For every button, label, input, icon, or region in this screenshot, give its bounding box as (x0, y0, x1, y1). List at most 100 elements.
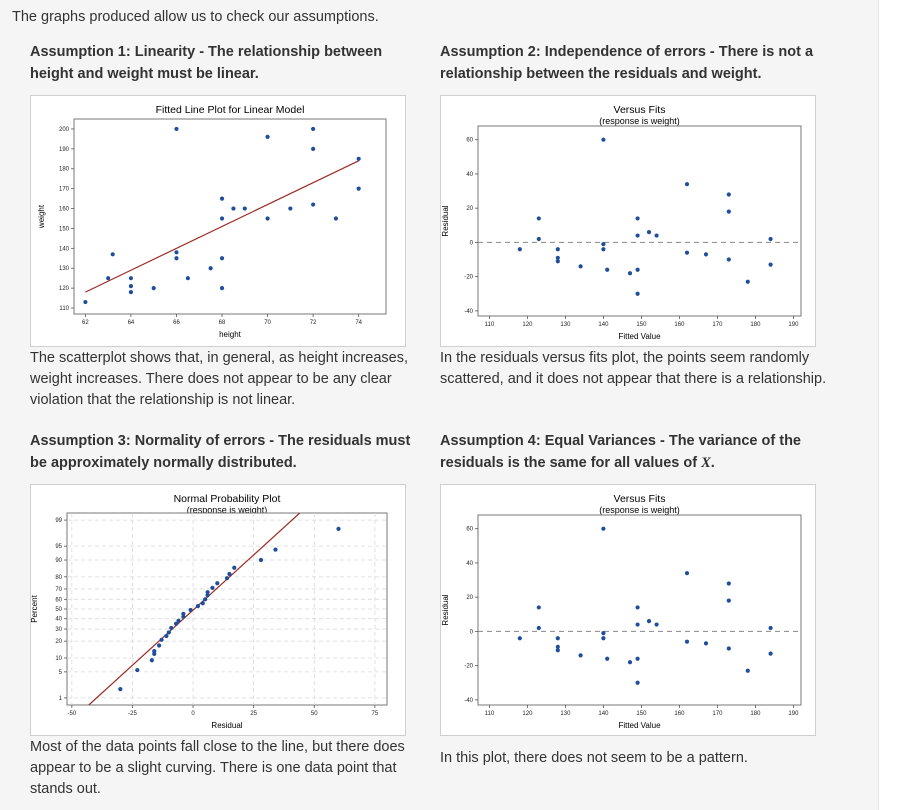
data-point (635, 216, 640, 221)
versus-fits-plot: Versus Fits(response is weight) 110 120 130… (441, 104, 802, 341)
y-tick-label: 40 (466, 561, 473, 567)
data-point (333, 216, 338, 221)
y-tick-label: 40 (55, 617, 62, 623)
data-point (684, 250, 690, 255)
data-point (188, 607, 193, 613)
data-point (232, 565, 237, 570)
data-point (128, 290, 134, 295)
data-point (555, 648, 560, 653)
data-point (536, 216, 541, 221)
y-tick-label: 99 (55, 518, 62, 524)
data-point (258, 557, 264, 563)
data-point (578, 653, 583, 658)
x-axis-label: Fitted Value (618, 332, 661, 341)
assumption-4-heading: Assumption 4: Equal Variances - The vari… (440, 430, 820, 474)
data-point (106, 276, 111, 281)
data-point (726, 192, 731, 197)
chart-subtitle: (response is weight) (187, 505, 268, 515)
chart-title: Normal Probability Plot (174, 493, 281, 505)
chart-subtitle: (response is weight) (599, 116, 680, 126)
y-tick-label: 160 (59, 207, 70, 213)
data-point (311, 146, 316, 151)
x-tick-label: 150 (636, 711, 647, 717)
data-point (273, 547, 278, 552)
math-variable-x: X (701, 455, 711, 471)
x-tick-label: 120 (522, 322, 533, 328)
y-tick-label: 150 (59, 226, 70, 232)
chart-subtitle: (response is weight) (599, 505, 680, 515)
data-point (654, 233, 659, 238)
fit-line (85, 160, 359, 293)
y-tick-label: 60 (466, 138, 473, 144)
normal-probability-plot: Normal Probability Plot(response is weig… (31, 493, 388, 730)
data-point (684, 182, 690, 187)
data-point (726, 581, 731, 586)
data-point (200, 601, 205, 606)
data-point (205, 590, 210, 595)
data-point (646, 230, 652, 235)
plot-frame (477, 514, 802, 706)
fitted-line-plot: Fitted Line Plot for Linear Model 62 64 66 6… (37, 104, 387, 339)
data-point (288, 206, 293, 211)
x-tick-label: 180 (750, 711, 761, 717)
plot-frame (477, 125, 802, 317)
y-axis-label: weight (37, 204, 46, 229)
y-tick-label: 20 (55, 639, 62, 645)
data-point (128, 276, 134, 281)
data-point (219, 256, 225, 261)
x-axis-label: Fitted Value (618, 721, 661, 730)
chart-panel-4: Versus Fits (response is weight) 110 120 130… (440, 484, 816, 736)
assumption-3-body: Most of the data points fall close to th… (30, 739, 405, 797)
data-point (152, 649, 157, 654)
y-tick-label: -20 (464, 664, 473, 670)
x-tick-label: 170 (712, 711, 723, 717)
y-tick-label: 120 (59, 286, 70, 292)
data-point (768, 262, 773, 267)
x-tick-label: 66 (173, 320, 180, 326)
data-point (601, 242, 606, 247)
data-point (635, 680, 640, 685)
data-point (173, 621, 179, 626)
y-tick-label: 90 (55, 558, 62, 564)
y-tick-label: 180 (59, 167, 70, 173)
x-tick-label: 62 (82, 320, 89, 326)
data-point (356, 186, 361, 191)
x-axis-label: height (219, 330, 242, 339)
y-tick-label: 60 (466, 527, 473, 533)
data-point (726, 257, 731, 262)
assumption-1-body: The scatterplot shows that, in general, … (30, 350, 409, 408)
chart-panel-2: Versus Fits (response is weight) 110 120 130… (440, 95, 816, 347)
y-tick-label: 5 (59, 670, 63, 676)
data-point (149, 658, 154, 663)
x-tick-label: 68 (219, 320, 226, 326)
fit-line (88, 513, 301, 705)
data-point (174, 126, 179, 132)
right-sidebar (878, 0, 923, 810)
y-tick-label: -20 (464, 275, 473, 281)
x-tick-label: 0 (191, 711, 195, 717)
x-tick-label: -25 (128, 711, 137, 717)
data-point (181, 611, 186, 616)
data-point (601, 137, 606, 142)
data-point (224, 576, 230, 581)
versus-fits-plot-2: Versus Fits(response is weight) 110 120 130… (441, 493, 802, 730)
data-point (635, 267, 640, 272)
y-tick-label: 20 (466, 595, 473, 601)
data-point (210, 585, 215, 590)
x-tick-label: 75 (372, 711, 379, 717)
y-tick-label: 50 (55, 607, 62, 613)
y-axis-label: Residual (441, 205, 450, 236)
x-tick-label: 72 (310, 320, 317, 326)
data-point (356, 156, 361, 161)
y-tick-label: 40 (466, 172, 473, 178)
x-tick-label: 160 (674, 322, 685, 328)
y-tick-label: 80 (55, 575, 62, 581)
y-tick-label: 10 (55, 656, 62, 662)
data-point (555, 636, 560, 641)
data-point (555, 255, 560, 260)
data-point (181, 614, 186, 619)
data-point (176, 618, 181, 623)
data-point (635, 656, 640, 661)
data-point (208, 266, 213, 271)
data-point (164, 633, 169, 639)
